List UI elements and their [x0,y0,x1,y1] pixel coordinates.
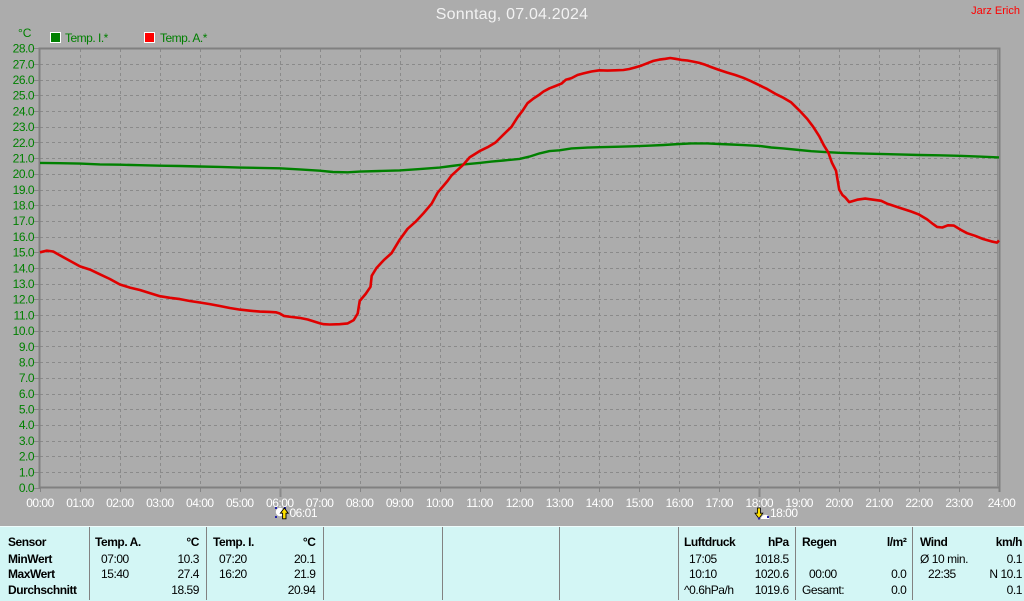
svg-text:26.0: 26.0 [13,73,35,87]
svg-text:17:00: 17:00 [706,496,734,510]
svg-text:01:00: 01:00 [66,496,94,510]
svg-text:21:00: 21:00 [865,496,893,510]
svg-text:3.0: 3.0 [19,434,35,448]
svg-text:09:00: 09:00 [386,496,414,510]
svg-text:11:00: 11:00 [466,496,493,510]
svg-text:27.0: 27.0 [13,57,35,71]
svg-text:16.0: 16.0 [13,230,35,244]
svg-text:14:00: 14:00 [586,496,614,510]
svg-text:1.0: 1.0 [19,465,35,479]
svg-text:00:00: 00:00 [26,496,54,510]
svg-text:05:00: 05:00 [226,496,254,510]
svg-text:08:00: 08:00 [346,496,374,510]
svg-text:07:00: 07:00 [306,496,334,510]
svg-text:10:00: 10:00 [426,496,454,510]
svg-text:20:00: 20:00 [825,496,853,510]
svg-text:15.0: 15.0 [13,246,35,260]
svg-text:6.0: 6.0 [19,387,35,401]
svg-text:28.0: 28.0 [13,42,35,56]
svg-text:20.0: 20.0 [13,167,35,181]
svg-text:02:00: 02:00 [106,496,134,510]
svg-text:9.0: 9.0 [19,340,35,354]
svg-text:10.0: 10.0 [13,324,35,338]
svg-text:18:00: 18:00 [746,496,774,510]
svg-text:15:00: 15:00 [626,496,654,510]
svg-text:22:00: 22:00 [905,496,933,510]
svg-text:22.0: 22.0 [13,136,35,150]
svg-text:13.0: 13.0 [13,277,35,291]
svg-text:13:00: 13:00 [546,496,574,510]
svg-text:04:00: 04:00 [186,496,214,510]
svg-text:7.0: 7.0 [19,371,35,385]
svg-text:03:00: 03:00 [146,496,174,510]
svg-text:19.0: 19.0 [13,183,35,197]
svg-text:24.0: 24.0 [13,104,35,118]
svg-text:2.0: 2.0 [19,450,35,464]
svg-text:25.0: 25.0 [13,89,35,103]
svg-text:11.0: 11.0 [14,308,35,322]
svg-text:18.0: 18.0 [13,199,35,213]
svg-text:12:00: 12:00 [506,496,534,510]
svg-text:14.0: 14.0 [13,261,35,275]
svg-text:19:00: 19:00 [785,496,813,510]
svg-text:06:00: 06:00 [266,496,294,510]
svg-text:21.0: 21.0 [13,151,35,165]
svg-text:4.0: 4.0 [19,418,35,432]
svg-text:23:00: 23:00 [945,496,973,510]
svg-text:18:00: 18:00 [770,506,798,520]
svg-text:23.0: 23.0 [13,120,35,134]
svg-text:8.0: 8.0 [19,356,35,370]
svg-text:12.0: 12.0 [13,293,35,307]
svg-text:17.0: 17.0 [13,214,35,228]
svg-text:24:00: 24:00 [988,496,1016,510]
svg-text:5.0: 5.0 [19,403,35,417]
svg-text:16:00: 16:00 [666,496,694,510]
svg-text:06:01: 06:01 [290,506,318,520]
svg-text:0.0: 0.0 [19,481,35,495]
